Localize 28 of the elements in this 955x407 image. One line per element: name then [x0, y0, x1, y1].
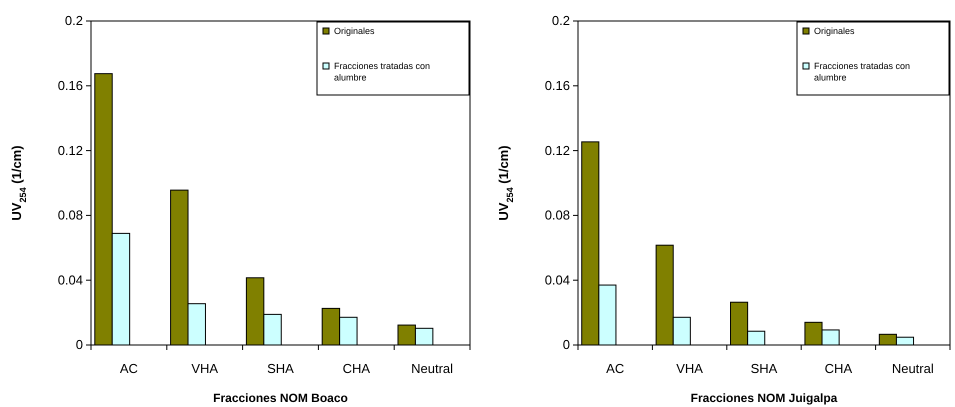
legend-label: Originales [814, 26, 856, 36]
x-axis-title: Fracciones NOM Boaco [213, 391, 348, 405]
y-tick-label: 0.08 [58, 208, 83, 223]
x-tick-label: CHA [824, 361, 852, 376]
x-tick-label: SHA [750, 361, 778, 376]
y-tick-label: 0.08 [544, 208, 570, 223]
x-tick-label: AC [606, 361, 624, 376]
x-tick-label: SHA [267, 361, 294, 376]
y-tick-label: 0.04 [544, 272, 570, 288]
y-tick-label: 0.12 [544, 142, 570, 158]
y-tick-label: 0.16 [544, 78, 570, 93]
legend-label: Fracciones tratadas con alumbre [334, 61, 430, 83]
y-tick-label: 0.16 [58, 78, 83, 93]
y-tick-label: 0.04 [58, 272, 83, 288]
x-tick-label: VHA [676, 361, 704, 376]
y-tick-label: 0.12 [58, 142, 83, 158]
y-tick-label: 0 [562, 337, 570, 352]
x-tick-label: AC [120, 361, 138, 376]
x-tick-label: CHA [342, 361, 370, 376]
y-tick-label: 0.2 [64, 13, 83, 28]
legend-label: Fracciones tratadas con alumbre [814, 61, 910, 83]
x-axis-title: Fracciones NOM Juigalpa [690, 391, 838, 405]
y-tick-label: 0.2 [552, 13, 570, 28]
x-tick-label: Neutral [892, 361, 934, 376]
legend-label: Originales [334, 26, 376, 36]
x-tick-label: Neutral [411, 361, 454, 376]
y-tick-label: 0 [76, 337, 83, 352]
x-tick-label: VHA [191, 361, 218, 376]
